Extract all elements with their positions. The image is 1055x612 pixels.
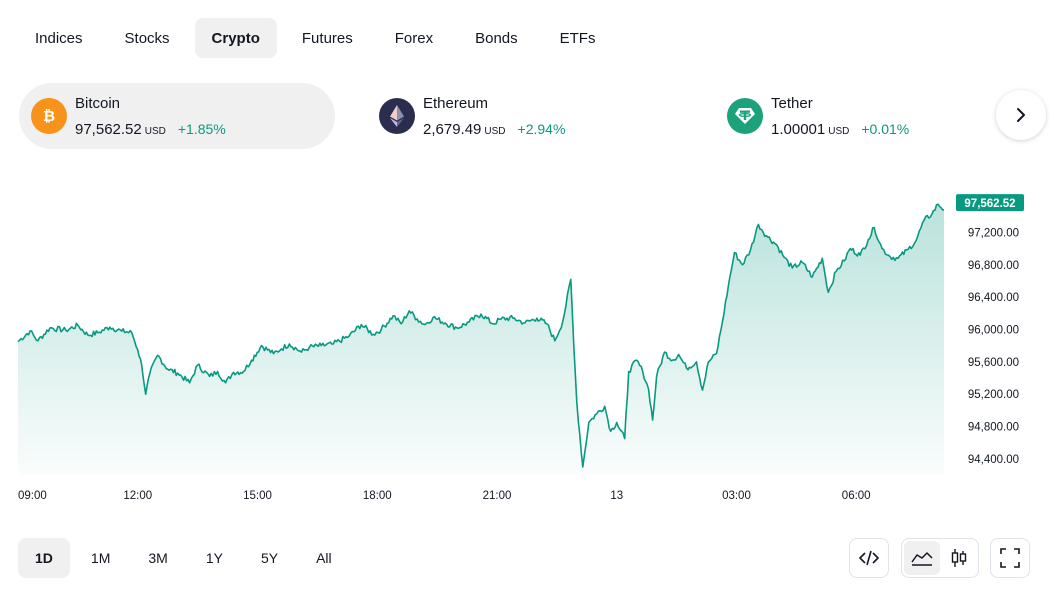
y-tick-label: 96,800.00 [968, 260, 1019, 272]
ticker-bitcoin[interactable]: ₿ Bitcoin 97,562.52 USD +1.85% [19, 83, 335, 149]
tab-crypto[interactable]: Crypto [194, 18, 277, 58]
ticker-price: 97,562.52 [75, 120, 142, 138]
last-price-label: 97,562.52 [964, 198, 1015, 210]
tether-icon [727, 98, 763, 134]
ticker-currency: USD [828, 125, 850, 137]
ticker-name: Tether [771, 94, 813, 112]
bitcoin-icon: ₿ [31, 98, 67, 134]
embed-button[interactable] [849, 538, 889, 578]
fullscreen-icon [1000, 548, 1020, 568]
tab-indices[interactable]: Indices [35, 29, 83, 47]
ticker-price: 1.00001 [771, 120, 826, 138]
range-1y[interactable]: 1Y [205, 550, 223, 566]
tab-bonds[interactable]: Bonds [475, 29, 518, 47]
x-tick-label: 03:00 [722, 490, 751, 502]
price-chart[interactable]: 97,200.00 96,800.00 96,400.00 96,000.00 95,6… [0, 170, 1055, 510]
area-chart-button[interactable] [904, 541, 940, 575]
area-chart-icon [911, 552, 933, 566]
y-tick-label: 94,400.00 [968, 454, 1019, 466]
tab-etfs[interactable]: ETFs [559, 29, 596, 47]
y-tick-label: 94,800.00 [968, 421, 1019, 433]
fullscreen-button[interactable] [990, 538, 1030, 578]
chevron-right-icon [1017, 108, 1025, 122]
ticker-tether[interactable]: Tether 1.00001 USD +0.01% [715, 83, 985, 149]
range-1d[interactable]: 1D [18, 538, 70, 578]
range-selector: 1D 1M 3M 1Y 5Y All [18, 538, 353, 578]
range-5y[interactable]: 5Y [260, 550, 279, 566]
ticker-currency: USD [484, 125, 506, 137]
x-tick-label: 15:00 [243, 490, 272, 502]
ticker-name: Ethereum [423, 94, 489, 112]
candlestick-chart-button[interactable] [941, 541, 977, 575]
ticker-change: +1.85% [177, 120, 226, 137]
range-3m[interactable]: 3M [148, 550, 168, 566]
market-tabs: Indices Stocks Crypto Futures Forex Bond… [18, 18, 620, 58]
y-tick-label: 95,600.00 [968, 357, 1019, 369]
x-tick-label: 18:00 [363, 490, 392, 502]
ticker-price: 2,679.49 [423, 120, 482, 138]
ticker-name: Bitcoin [75, 94, 121, 112]
last-price-badge [956, 194, 1024, 212]
code-icon [859, 550, 879, 566]
candlestick-icon [951, 549, 967, 567]
next-tickers-button[interactable] [996, 90, 1046, 140]
x-tick-label: 06:00 [842, 490, 871, 502]
chart-type-toggle [901, 538, 979, 578]
ethereum-icon [379, 98, 415, 134]
ticker-ethereum[interactable]: Ethereum 2,679.49 USD +2.94% [367, 83, 683, 149]
ticker-change: +2.94% [517, 120, 566, 137]
x-tick-label: 09:00 [18, 490, 47, 502]
range-all[interactable]: All [316, 550, 332, 566]
y-tick-label: 97,200.00 [968, 227, 1019, 239]
price-area-fill [18, 204, 944, 475]
y-tick-label: 95,200.00 [968, 389, 1019, 401]
y-tick-label: 96,000.00 [968, 324, 1019, 336]
ticker-currency: USD [144, 125, 166, 137]
svg-text:₿: ₿ [43, 107, 55, 125]
ticker-change: +0.01% [861, 120, 910, 137]
tab-futures[interactable]: Futures [301, 29, 353, 47]
x-tick-label: 13 [610, 490, 623, 502]
tab-stocks[interactable]: Stocks [124, 29, 170, 47]
ticker-strip: ₿ Bitcoin 97,562.52 USD +1.85% Ethereum … [19, 83, 1055, 149]
range-1m[interactable]: 1M [90, 550, 111, 566]
tab-forex[interactable]: Forex [394, 29, 434, 47]
x-tick-label: 21:00 [483, 490, 512, 502]
x-tick-label: 12:00 [123, 490, 152, 502]
price-line [17, 203, 944, 468]
y-tick-label: 96,400.00 [968, 292, 1019, 304]
